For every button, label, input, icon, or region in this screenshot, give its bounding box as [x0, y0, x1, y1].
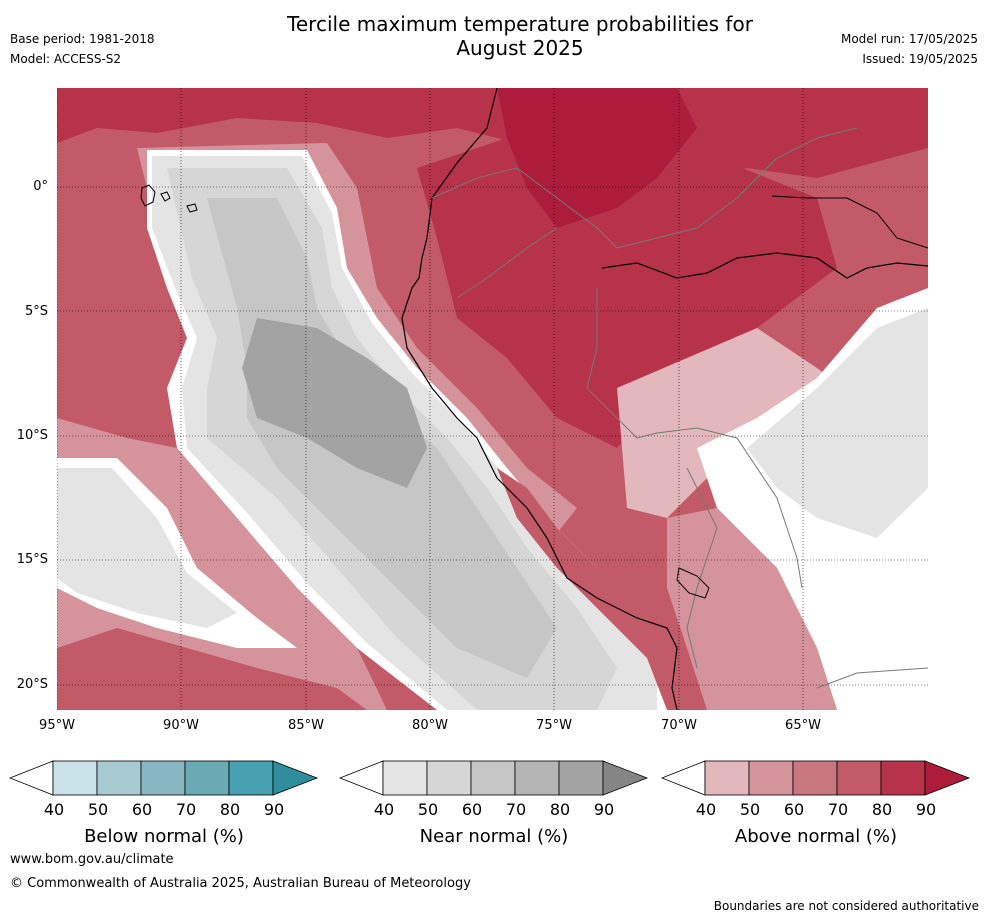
- cb-tick: 70: [505, 800, 527, 819]
- colorbar-swatch: [52, 760, 98, 796]
- coastline: [401, 88, 678, 710]
- colorbar-swatch: [880, 760, 926, 796]
- cb-tick: 50: [87, 800, 109, 819]
- region-above-normal-southwest-strong: [57, 628, 367, 710]
- lon-label: 85°W: [288, 718, 324, 733]
- cb-tick: 60: [461, 800, 483, 819]
- base-period: Base period: 1981-2018: [10, 32, 155, 46]
- cb-tick: 90: [593, 800, 615, 819]
- lat-label: 5°S: [24, 304, 48, 319]
- region-above-normal-coast-light: [667, 508, 837, 710]
- colorbar-swatch: [426, 760, 472, 796]
- colorbar-min-extension: [661, 760, 706, 796]
- cb-tick: 40: [695, 800, 717, 819]
- colorbar-below-normal: [9, 760, 319, 796]
- model-run: Model run: 17/05/2025: [840, 32, 978, 46]
- colorbar-above-normal: [661, 760, 971, 796]
- colorbar-swatch: [836, 760, 882, 796]
- cb-tick: 60: [131, 800, 153, 819]
- disclaimer-text: Boundaries are not considered authoritat…: [713, 899, 979, 913]
- issued-date: Issued: 19/05/2025: [862, 52, 978, 66]
- amazon-river: [601, 252, 928, 279]
- lon-label: 70°W: [661, 718, 697, 733]
- map-title: Tercile maximum temperature probabilitie…: [0, 12, 988, 60]
- colorbar-swatch: [184, 760, 230, 796]
- region-near-normal-east: [747, 308, 928, 538]
- meta-right: Model run: 17/05/2025 Issued: 19/05/2025: [841, 31, 978, 67]
- cb-tick: 90: [263, 800, 285, 819]
- map-title-line2: August 2025: [456, 36, 584, 60]
- lake-titicaca: [676, 567, 710, 599]
- lon-label: 80°W: [412, 718, 448, 733]
- lat-label: 0°: [33, 179, 48, 194]
- lat-label: 20°S: [16, 677, 48, 692]
- colorbar-max-extension: [272, 760, 319, 796]
- region-above-normal-faint-east: [617, 328, 857, 518]
- meta-left: Base period: 1981-2018 Model: ACCESS-S2: [10, 31, 155, 67]
- cb-tick: 40: [43, 800, 65, 819]
- colorbar-min-extension: [9, 760, 54, 796]
- cb-tick: 80: [219, 800, 241, 819]
- model-name: Model: ACCESS-S2: [10, 52, 122, 66]
- website-link[interactable]: www.bom.gov.au/climate: [10, 852, 174, 867]
- rio-negro: [771, 195, 928, 249]
- colorbar-swatch: [382, 760, 428, 796]
- region-near-normal-80: [242, 318, 427, 488]
- cb-tick: 50: [739, 800, 761, 819]
- colorbar-swatch: [96, 760, 142, 796]
- cb-tick: 80: [871, 800, 893, 819]
- map-title-line1: Tercile maximum temperature probabilitie…: [287, 12, 753, 36]
- colorbar-swatch: [228, 760, 274, 796]
- colorbar-min-extension: [339, 760, 384, 796]
- cb-tick: 50: [417, 800, 439, 819]
- region-near-normal-southwest: [57, 468, 237, 628]
- cb-tick: 90: [915, 800, 937, 819]
- probability-map: [57, 88, 928, 710]
- colorbar-swatch: [558, 760, 604, 796]
- lon-label: 75°W: [536, 718, 572, 733]
- colorbar-max-extension: [602, 760, 649, 796]
- colorbar-swatch: [704, 760, 750, 796]
- lon-label: 95°W: [39, 718, 75, 733]
- colorbar-label-near-normal: Near normal (%): [419, 826, 569, 847]
- region-above-normal-strong-land: [417, 138, 837, 448]
- colorbar-max-extension: [924, 760, 971, 796]
- colorbar-label-below-normal: Below normal (%): [84, 826, 244, 847]
- lon-label: 90°W: [163, 718, 199, 733]
- colorbar-swatch: [140, 760, 186, 796]
- cb-tick: 70: [175, 800, 197, 819]
- colorbar-swatch: [514, 760, 560, 796]
- colorbar-swatch: [748, 760, 794, 796]
- cb-tick: 80: [549, 800, 571, 819]
- region-above-normal-core: [497, 88, 697, 228]
- graticule: [57, 88, 928, 710]
- lon-label: 65°W: [785, 718, 821, 733]
- colorbar-swatch: [470, 760, 516, 796]
- cb-tick: 70: [827, 800, 849, 819]
- country-borders: [431, 127, 928, 689]
- lat-label: 15°S: [16, 552, 48, 567]
- colorbar-label-above-normal: Above normal (%): [734, 826, 898, 847]
- colorbar-near-normal: [339, 760, 649, 796]
- copyright-text: © Commonwealth of Australia 2025, Austra…: [10, 876, 471, 891]
- cb-tick: 60: [783, 800, 805, 819]
- colorbar-swatch: [792, 760, 838, 796]
- lat-label: 10°S: [16, 428, 48, 443]
- galapagos-islands: [140, 184, 198, 213]
- region-above-normal-coast: [497, 468, 697, 710]
- cb-tick: 40: [373, 800, 395, 819]
